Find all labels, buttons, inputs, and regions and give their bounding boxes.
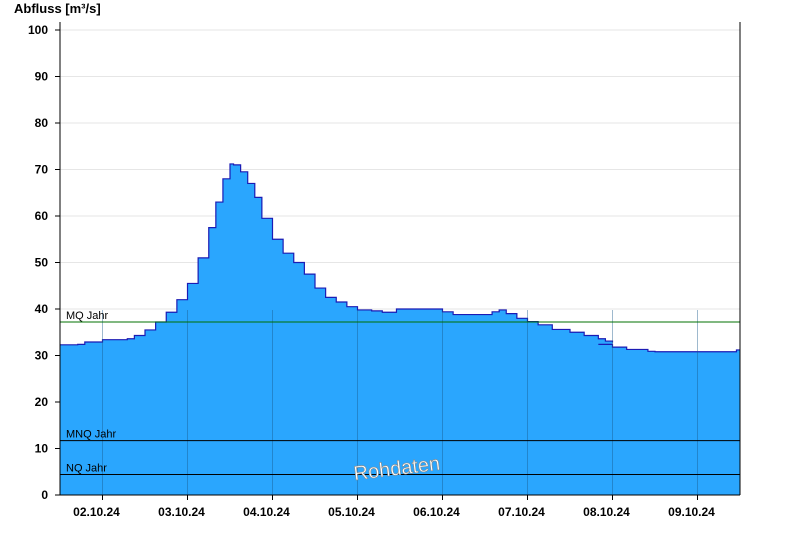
discharge-line-segment (60, 163, 614, 346)
day-separator-lines (102, 310, 698, 495)
y-axis-label: Abfluss [m³/s] (14, 1, 101, 16)
x-axis-ticks: 02.10.24 03.10.24 04.10.24 05.10.24 06.10.24… (73, 495, 715, 519)
x-tick-label: 05.10.24 (328, 505, 375, 519)
y-tick-label: 40 (35, 302, 49, 316)
y-tick-label: 50 (35, 256, 49, 270)
x-tick-label: 02.10.24 (73, 505, 120, 519)
x-tick-label: 04.10.24 (243, 505, 290, 519)
y-tick-label: 30 (35, 349, 49, 363)
annotations: Rohdaten (352, 453, 441, 486)
x-tick-label: 08.10.24 (583, 505, 630, 519)
y-tick-label: 100 (28, 23, 48, 37)
y-tick-label: 0 (41, 488, 48, 502)
reference-line-label: MQ Jahr (66, 310, 109, 322)
y-tick-label: 70 (35, 163, 49, 177)
axes (59, 22, 741, 496)
x-tick-label: 09.10.24 (668, 505, 715, 519)
x-tick-label: 07.10.24 (498, 505, 545, 519)
x-tick-label: 03.10.24 (158, 505, 205, 519)
y-axis-ticks: 0 10 20 30 40 50 60 70 80 90 100 (28, 23, 60, 502)
discharge-area-segment (598, 344, 740, 495)
reference-line-label: NQ Jahr (66, 463, 107, 475)
y-tick-label: 80 (35, 116, 49, 130)
reference-line-label: MNQ Jahr (66, 429, 116, 441)
y-tick-label: 20 (35, 395, 49, 409)
discharge-line-segment (598, 343, 740, 353)
y-tick-label: 10 (35, 442, 49, 456)
rohdaten-watermark: Rohdaten (352, 453, 441, 485)
x-tick-label: 06.10.24 (413, 505, 460, 519)
discharge-area (60, 163, 740, 496)
reference-lines: MQ Jahr MNQ Jahr NQ Jahr (60, 310, 740, 476)
y-tick-label: 60 (35, 209, 49, 223)
y-tick-label: 90 (35, 70, 49, 84)
discharge-area-segment (60, 163, 613, 496)
